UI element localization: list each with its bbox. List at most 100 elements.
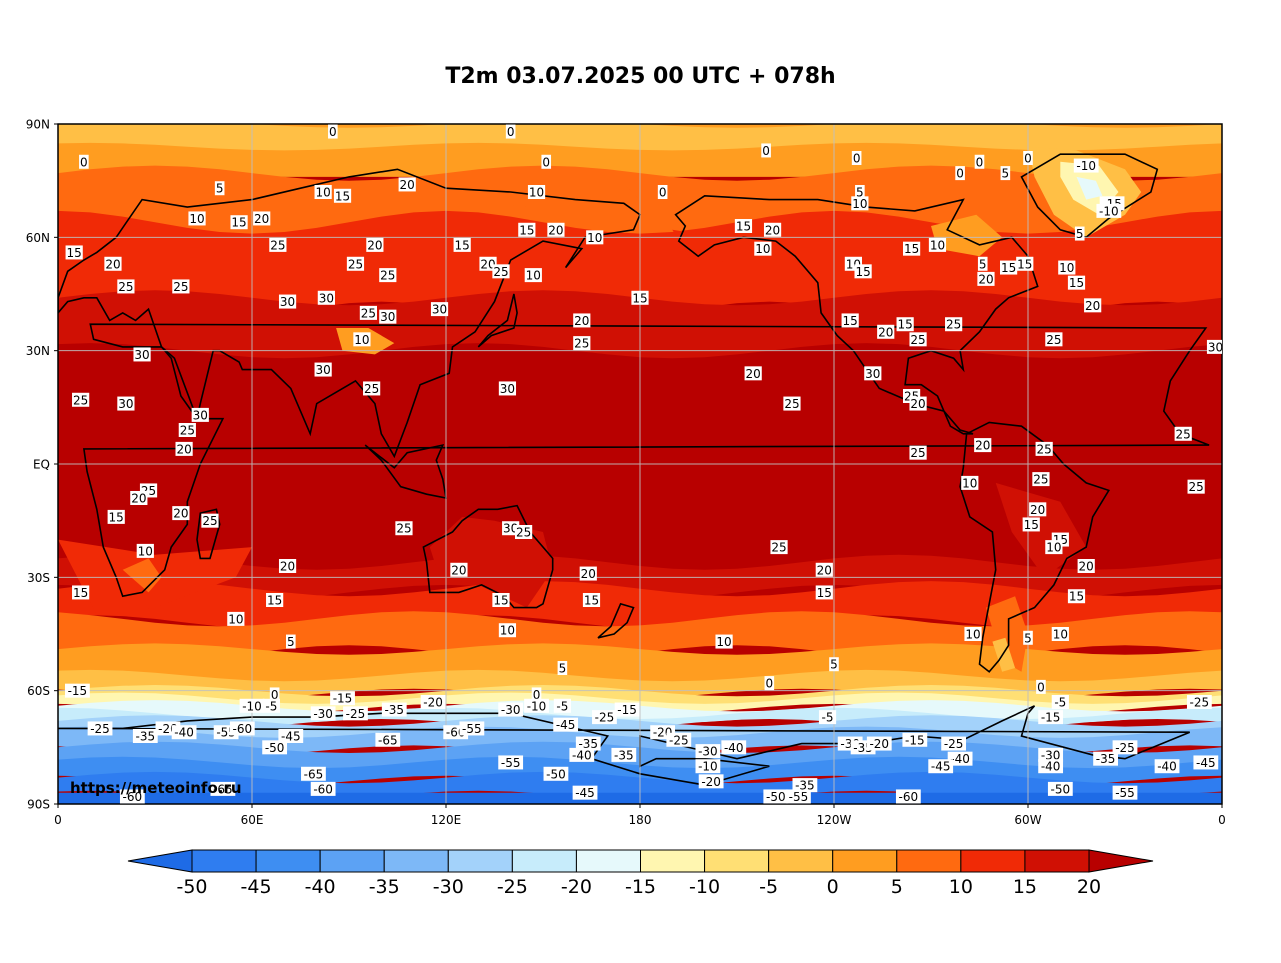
contour-label-bg [855, 185, 865, 199]
contour-label: 20 [254, 212, 269, 226]
contour-label-bg [310, 781, 336, 796]
contour-label: 0 [507, 125, 515, 139]
contour-label: 15 [1024, 518, 1039, 532]
contour-label: -35 [384, 703, 404, 717]
contour-label-bg [895, 789, 921, 804]
colorbar-extend-low [127, 849, 193, 873]
brazil-mild [995, 482, 1087, 578]
contour-label: 15 [736, 220, 751, 234]
contour-label: 25 [1033, 473, 1048, 487]
lat-tick-label: 30N [26, 344, 50, 358]
contour-label: 5 [1024, 631, 1032, 645]
contour-label-bg [1029, 502, 1047, 517]
contour-label-bg [851, 196, 869, 211]
contour-label: -35 [1096, 752, 1116, 766]
contour-label-bg [903, 241, 921, 256]
lon-tick-label: 0 [54, 813, 62, 827]
contour-label: -35 [795, 779, 815, 793]
australia-outline [422, 504, 554, 609]
contour-label-bg [763, 222, 782, 237]
contour-label-bg [239, 698, 265, 713]
contour-label-bg [269, 237, 287, 252]
contour-label-bg [1206, 339, 1222, 354]
contour-label-bg [815, 562, 833, 577]
contour-label-bg [1045, 332, 1063, 347]
contour-label-bg [314, 362, 332, 377]
contour-label-bg [866, 736, 892, 751]
contour-label-bg [592, 710, 617, 725]
contour-label: -45 [1196, 756, 1216, 770]
mexico-warm [882, 350, 1028, 464]
contour-label-bg [379, 268, 397, 283]
lat-tick-label: 60N [26, 231, 50, 245]
contour-label-bg [928, 237, 947, 252]
contour-label: -55 [1115, 786, 1135, 800]
contour-label: 10 [189, 212, 204, 226]
contour-label-bg [657, 185, 668, 199]
contour-label-bg [498, 623, 517, 638]
contour-label-bg [1067, 589, 1086, 604]
contour-label-bg [977, 256, 988, 271]
contour-label-bg [1067, 275, 1086, 290]
contour-label: 20 [975, 439, 990, 453]
contour-label: -65 [213, 782, 233, 796]
contour-label: 30 [134, 348, 149, 362]
greenland-core [1076, 176, 1103, 200]
eurasia-outline [58, 168, 641, 459]
contour-label: -20 [701, 775, 721, 789]
contour-label-bg [1036, 679, 1046, 694]
contour-label: 25 [348, 257, 363, 271]
contour-label-bg [492, 264, 510, 279]
contour-label-bg [841, 313, 859, 328]
contour-label: -50 [766, 790, 786, 804]
contour-label: -15 [333, 692, 353, 706]
lon-tick-label: 60E [241, 813, 264, 827]
contour-label: 20 [173, 507, 188, 521]
contour-label: -30 [698, 745, 718, 759]
contour-label: 20 [131, 492, 146, 506]
contour-label-bg [379, 309, 397, 324]
bering-cool [672, 229, 786, 268]
colorbar-swatch [447, 849, 513, 873]
contour-label: -40 [950, 752, 970, 766]
contour-label: 15 [335, 189, 350, 203]
contour-label-bg [72, 585, 90, 600]
contour-label-bg [721, 740, 747, 755]
lat-tick-label: 90S [27, 798, 50, 812]
contour-label-bg [877, 324, 895, 339]
contour-label: -45 [281, 730, 301, 744]
contour-label: -45 [575, 786, 595, 800]
contour-label-bg [1035, 441, 1053, 456]
contour-label: 25 [396, 522, 411, 536]
contour-label-bg [119, 789, 145, 804]
contour-label: 5 [1002, 167, 1010, 181]
contour-label-bg [569, 747, 595, 762]
contour-label-bg [1096, 203, 1122, 218]
contour-label: 15 [1069, 590, 1084, 604]
contour-label: 25 [1188, 480, 1203, 494]
contour-label-bg [175, 441, 193, 456]
contour-label: -30 [1041, 748, 1061, 762]
contour-label: 10 [526, 269, 541, 283]
contour-label: 25 [784, 397, 799, 411]
contour-label-bg [492, 593, 510, 607]
contour-label: 20 [1079, 560, 1094, 574]
contour-label-bg [1186, 695, 1212, 709]
colorbar-tick-label: -50 [176, 876, 207, 898]
colorbar-tick-label: 20 [1077, 876, 1101, 898]
japan-outline [477, 293, 518, 348]
contour-label-bg [1073, 158, 1099, 173]
contour-label-bg [586, 230, 604, 245]
contour-label: 15 [109, 510, 124, 524]
colorbar-swatch [319, 849, 385, 873]
contour-label: 15 [584, 594, 599, 608]
contour-label-bg [744, 366, 762, 381]
contour-label-bg [928, 759, 954, 774]
contour-label-bg [909, 445, 927, 460]
contour-label-bg [1051, 695, 1069, 709]
contour-label-bg [1174, 426, 1192, 441]
contour-label: 15 [493, 594, 508, 608]
contour-label: 10 [228, 612, 243, 626]
contour-label: -65 [304, 767, 324, 781]
contour-label: -40 [1041, 760, 1061, 774]
